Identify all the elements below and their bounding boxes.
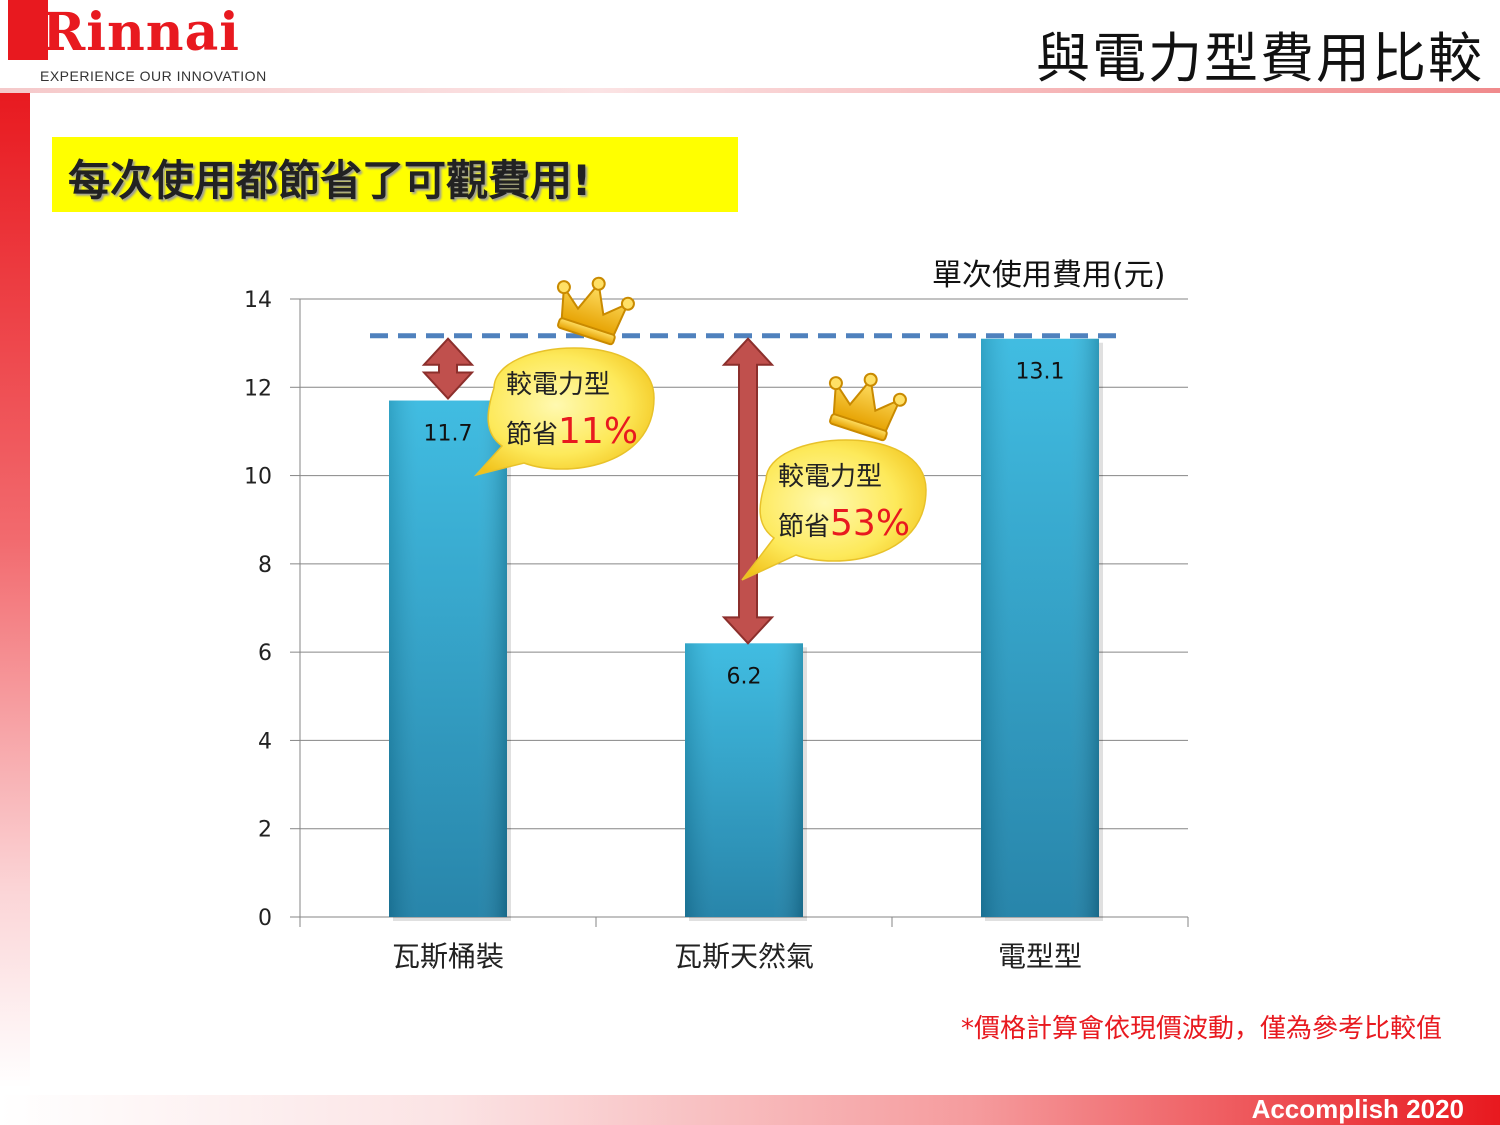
y-tick-label: 4 — [258, 729, 272, 754]
bubble-line2: 節省53% — [778, 503, 910, 544]
savings-arrow-2 — [721, 337, 775, 645]
bar-shading — [389, 400, 507, 917]
speech-bubble — [473, 347, 655, 477]
bubble-line1: 較電力型 — [778, 462, 882, 492]
footer-text: Accomplish 2020 — [1251, 1094, 1464, 1124]
y-tick-label: 10 — [244, 465, 272, 490]
brand-tagline: EXPERIENCE OUR INNOVATION — [40, 68, 267, 84]
bar-value-label: 11.7 — [424, 422, 473, 447]
crown-icon — [556, 276, 635, 346]
savings-arrow-1 — [421, 337, 475, 401]
y-tick-label: 12 — [244, 376, 272, 401]
price-footnote: *價格計算會依現價波動，僅為參考比較值 — [960, 1014, 1442, 1044]
x-category-label: 瓦斯天然氣 — [674, 940, 814, 973]
logo-accent — [8, 0, 48, 60]
y-tick-label: 0 — [258, 906, 272, 931]
speech-bubble — [741, 439, 927, 581]
y-tick-label: 8 — [258, 553, 272, 578]
y-tick-label: 2 — [258, 818, 272, 843]
bubble-savings-percent: 53% — [830, 503, 910, 544]
header-divider — [0, 88, 1500, 93]
bubble-savings-prefix: 節省 — [506, 420, 558, 450]
x-category-label: 瓦斯桶裝 — [392, 940, 504, 973]
bubble-savings-percent: 11% — [558, 411, 638, 452]
left-decor-bar — [0, 88, 30, 1088]
bar-value-label: 6.2 — [727, 664, 762, 689]
y-tick-label: 6 — [258, 641, 272, 666]
bar-shading — [685, 643, 803, 917]
bar-shading — [981, 338, 1099, 917]
headline: 每次使用都節省了可觀費用! — [68, 156, 592, 205]
x-category-label: 電型型 — [998, 940, 1082, 973]
brand-logo: Rinnai — [42, 2, 241, 63]
bubble-line1: 較電力型 — [506, 370, 610, 400]
chart-unit-label: 單次使用費用(元) — [932, 258, 1166, 293]
crown-icon — [828, 372, 907, 442]
footer-bar — [0, 1095, 1500, 1125]
y-tick-label: 14 — [244, 288, 272, 313]
bubble-line2: 節省11% — [506, 411, 638, 452]
bar-value-label: 13.1 — [1016, 360, 1065, 385]
page-title: 與電力型費用比較 — [1036, 27, 1484, 90]
headline-box: 每次使用都節省了可觀費用! — [52, 137, 738, 212]
bubble-savings-prefix: 節省 — [778, 512, 830, 542]
